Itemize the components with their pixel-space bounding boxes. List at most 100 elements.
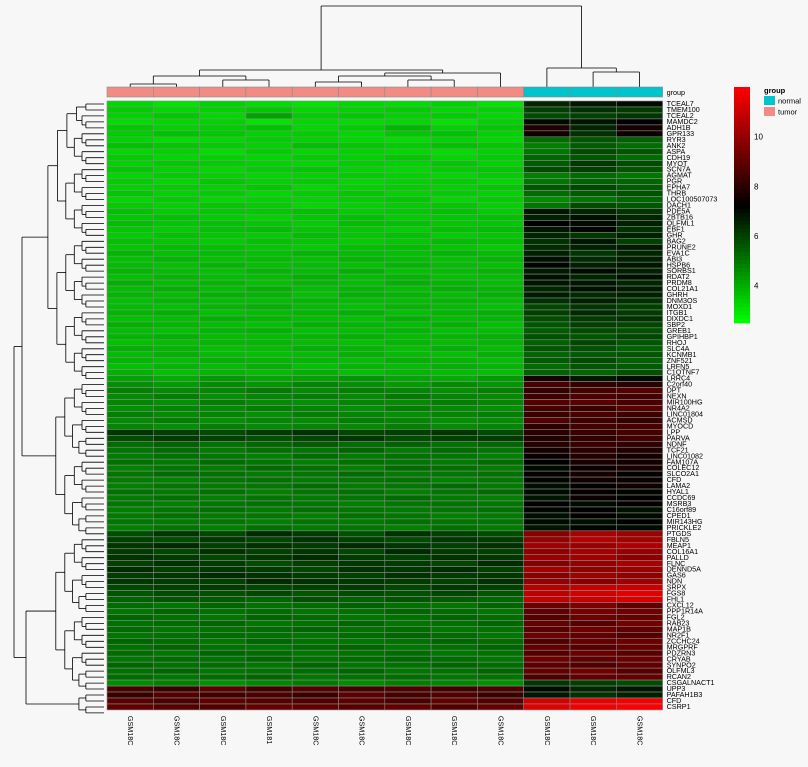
heatmap-cell: [477, 452, 524, 460]
heatmap-cell: [523, 673, 571, 681]
heatmap-cell: [523, 202, 571, 209]
heatmap-cell: [569, 381, 617, 388]
heatmap-cell: [523, 220, 571, 227]
heatmap-cell: [430, 375, 478, 382]
heatmap-cell: [106, 566, 154, 573]
gene-label: PAFAH1B3: [667, 690, 703, 699]
heatmap-cell: [569, 357, 617, 364]
heatmap-cell: [291, 196, 339, 203]
colorbar-segment: [734, 319, 750, 324]
heatmap-cell: [523, 411, 571, 418]
heatmap-cell: [615, 536, 663, 544]
heatmap-cell: [477, 608, 524, 615]
heatmap-cell: [153, 327, 200, 335]
heatmap-cell: [338, 679, 386, 687]
heatmap-cell: [523, 697, 571, 705]
heatmap-cell: [477, 632, 524, 639]
heatmap-cell: [384, 632, 432, 639]
heatmap-cell: [615, 566, 663, 573]
heatmap-cell: [569, 202, 617, 209]
heatmap-cell: [384, 154, 432, 161]
sample-label: GSM18C: [543, 716, 552, 746]
heatmap-cell: [569, 590, 617, 597]
heatmap-cell: [199, 470, 247, 478]
heatmap-cell: [106, 100, 154, 108]
heatmap-cell: [430, 315, 478, 323]
heatmap-cell: [569, 267, 617, 275]
heatmap-cell: [338, 100, 386, 108]
heatmap-cell: [106, 208, 154, 215]
heatmap-cell: [291, 661, 339, 669]
heatmap-cell: [245, 632, 293, 639]
heatmap-cell: [245, 130, 293, 138]
heatmap-cell: [430, 440, 478, 448]
heatmap-cell: [291, 632, 339, 639]
heatmap-cell: [384, 297, 432, 305]
heatmap-cell: [338, 118, 386, 126]
heatmap-cell: [199, 691, 247, 699]
colorbar-segment: [734, 169, 750, 174]
heatmap-cell: [153, 703, 200, 711]
heatmap-cell: [199, 273, 247, 281]
heatmap-cell: [569, 148, 617, 156]
heatmap-cell: [291, 220, 339, 227]
heatmap-cell: [291, 136, 339, 144]
heatmap-cell: [477, 381, 524, 388]
heatmap-cell: [199, 411, 247, 418]
heatmap-cell: [430, 655, 478, 663]
heatmap-cell: [106, 578, 154, 585]
heatmap-cell: [477, 637, 524, 645]
colorbar-segment: [734, 197, 750, 202]
heatmap-cell: [384, 661, 432, 669]
heatmap-cell: [106, 655, 154, 663]
heatmap-cell: [153, 321, 200, 329]
heatmap-cell: [106, 482, 154, 490]
heatmap-cell: [153, 560, 200, 567]
heatmap-cell: [291, 345, 339, 353]
colorbar-segment: [734, 201, 750, 206]
colorbar-segment: [734, 275, 750, 281]
heatmap-cell: [245, 500, 293, 508]
heatmap-cell: [245, 685, 293, 693]
heatmap-cell: [569, 470, 617, 478]
heatmap-cell: [153, 100, 200, 108]
gene-label: TCF21: [667, 445, 689, 454]
heatmap-cell: [106, 524, 154, 532]
heatmap-cell: [430, 637, 478, 645]
heatmap-cell: [523, 184, 571, 191]
heatmap-cell: [430, 267, 478, 275]
heatmap-cell: [384, 411, 432, 418]
heatmap-cell: [338, 106, 386, 114]
colorbar-segment: [734, 134, 750, 139]
heatmap-cell: [430, 100, 478, 108]
heatmap-cell: [430, 190, 478, 197]
heatmap-cell: [430, 566, 478, 573]
heatmap-cell: [153, 184, 200, 191]
heatmap-cell: [338, 172, 386, 179]
column-dendrogram: [129, 5, 640, 87]
colorbar-segment: [734, 287, 750, 292]
heatmap-cell: [291, 315, 339, 323]
heatmap-cell: [569, 679, 617, 687]
gene-label: GAS6: [667, 571, 686, 580]
heatmap-cell: [245, 291, 293, 299]
gene-label: SCN7A: [667, 165, 691, 174]
heatmap-cell: [106, 429, 154, 436]
gene-label: PDE5A: [667, 207, 691, 216]
colorbar-segment: [734, 303, 750, 308]
colorbar-segment: [734, 130, 750, 135]
heatmap-cell: [430, 530, 478, 538]
heatmap-cell: [153, 446, 200, 454]
heatmap-cell: [106, 363, 154, 370]
gene-label: DACH1: [667, 201, 691, 210]
heatmap-cell: [245, 166, 293, 173]
heatmap-cell: [153, 261, 200, 269]
heatmap-cell: [291, 548, 339, 556]
heatmap-cell: [106, 452, 154, 460]
heatmap-cell: [338, 590, 386, 597]
heatmap-cell: [338, 315, 386, 323]
heatmap-cell: [615, 614, 663, 621]
heatmap-cell: [384, 590, 432, 597]
heatmap-cell: [523, 273, 571, 281]
heatmap-cell: [338, 261, 386, 269]
